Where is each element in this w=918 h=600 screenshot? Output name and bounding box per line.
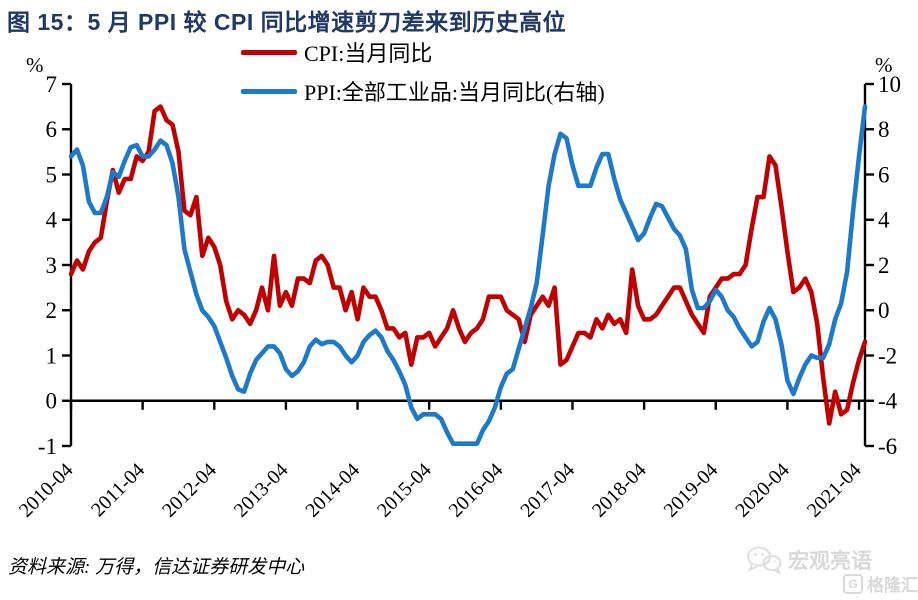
left-axis-tick-label: 5: [46, 162, 58, 187]
right-axis-tick-label: 10: [878, 72, 901, 97]
right-axis-tick-label: -4: [878, 389, 898, 414]
gelonghui-watermark: G 格隆汇: [843, 571, 918, 596]
gelonghui-logo-icon: G: [843, 573, 863, 594]
ppi-legend-swatch: [241, 88, 297, 94]
wechat-icon: [747, 546, 782, 574]
left-axis-tick-label: 0: [46, 389, 58, 414]
x-axis-tick-label: 2016-04: [445, 459, 508, 522]
x-axis-tick-label: 2018-04: [588, 459, 651, 522]
cpi-legend-swatch: [241, 49, 297, 55]
x-axis-tick-label: 2013-04: [230, 459, 293, 522]
right-axis-tick-label: 8: [878, 117, 890, 142]
right-axis-tick-label: 0: [878, 298, 890, 323]
right-axis-tick-label: -2: [878, 343, 897, 368]
x-axis-tick-label: 2021-04: [803, 459, 866, 522]
right-axis-tick-label: -6: [878, 434, 897, 459]
x-axis-tick-label: 2012-04: [158, 459, 221, 522]
x-axis-tick-label: 2010-04: [15, 459, 78, 522]
left-axis-tick-label: 1: [46, 343, 58, 368]
right-axis-tick-label: 6: [878, 162, 890, 187]
right-axis-tick-label: 2: [878, 253, 890, 278]
left-axis-tick-label: 7: [46, 72, 58, 97]
wechat-watermark-label: 宏观亮语: [788, 550, 872, 573]
cpi-line: [68, 104, 868, 426]
left-axis-tick-label: 3: [46, 253, 58, 278]
x-axis-tick-label: 2020-04: [731, 459, 794, 522]
left-axis-tick-label: 4: [46, 208, 58, 233]
right-axis-unit-label: %: [875, 53, 893, 77]
legend-item-cpi: CPI:当月同比: [241, 36, 605, 68]
ppi-line: [68, 104, 868, 447]
source-note: 资料来源: 万得，信达证券研发中心: [8, 557, 305, 578]
chart-legend: CPI:当月同比 PPI:全部工业品:当月同比(右轴): [241, 36, 605, 107]
left-axis-unit-label: %: [26, 53, 44, 77]
x-axis-tick-label: 2019-04: [660, 459, 723, 522]
chart-title: 图 15：5 月 PPI 较 CPI 同比增速剪刀差来到历史高位: [7, 9, 567, 35]
x-axis-tick-label: 2011-04: [87, 459, 149, 521]
left-axis-tick-label: -1: [38, 434, 57, 459]
wechat-watermark: 宏观亮语: [746, 545, 872, 575]
gelonghui-watermark-label: 格隆汇: [867, 576, 918, 595]
left-axis-tick-label: 2: [46, 298, 58, 323]
x-axis-tick-label: 2017-04: [516, 459, 579, 522]
left-axis-tick-label: 6: [46, 117, 58, 142]
legend-item-ppi: PPI:全部工业品:当月同比(右轴): [241, 75, 605, 107]
ppi-legend-label: PPI:全部工业品:当月同比(右轴): [304, 80, 605, 105]
x-axis-tick-label: 2014-04: [301, 459, 364, 522]
right-axis-tick-label: 4: [878, 208, 890, 233]
cpi-legend-label: CPI:当月同比: [304, 41, 433, 66]
x-axis-tick-label: 2015-04: [373, 459, 436, 522]
